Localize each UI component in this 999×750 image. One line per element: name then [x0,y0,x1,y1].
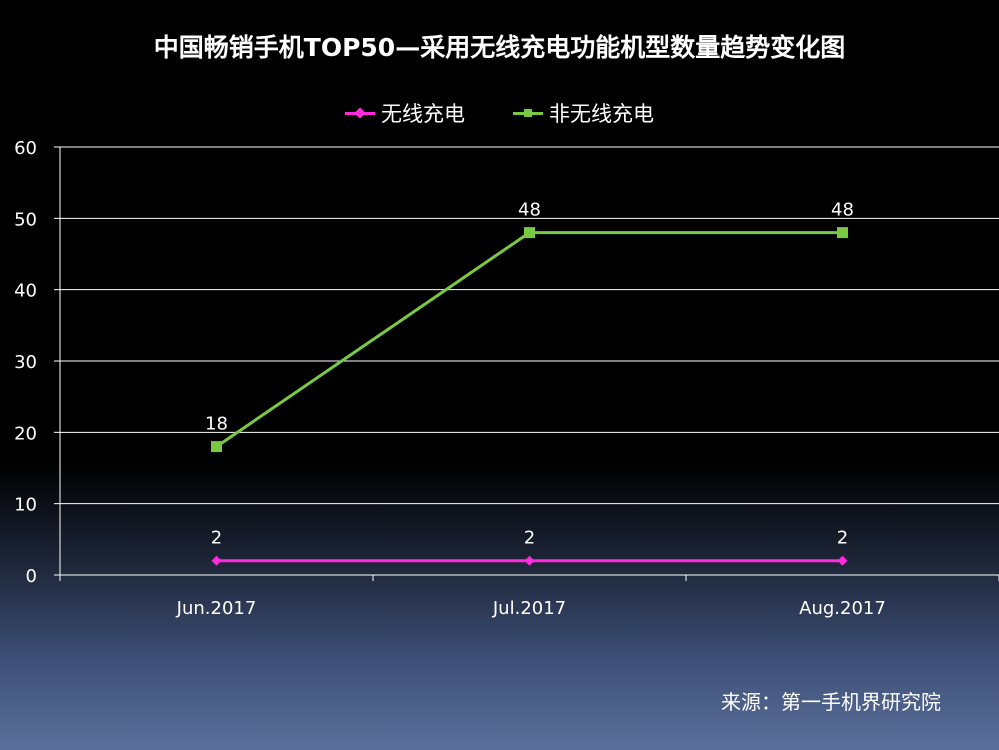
legend-label-non-wireless: 非无线充电 [549,102,654,126]
data-point-wireless [211,555,222,566]
data-label-wireless: 2 [211,528,222,549]
legend-swatch-wireless [345,106,375,120]
data-point-non-wireless [211,441,222,453]
data-point-non-wireless [524,227,535,239]
legend-item-non-wireless: 非无线充电 [513,98,654,128]
data-label-wireless: 2 [524,528,535,549]
data-point-wireless [524,555,535,566]
data-label-non-wireless: 48 [518,200,541,221]
data-label-non-wireless: 18 [205,414,228,435]
y-tick-label: 50 [14,209,37,230]
y-tick-label: 0 [26,566,37,587]
chart-title: 中国畅销手机TOP50—采用无线充电功能机型数量趋势变化图 [153,33,846,62]
data-point-wireless [837,555,848,566]
series-line-non-wireless [215,231,843,448]
y-tick-label: 60 [14,138,37,159]
x-tick-label: Jun.2017 [176,598,257,619]
legend: 无线充电 非无线充电 [0,98,999,128]
y-tick-label: 10 [14,495,37,516]
data-label-wireless: 2 [837,528,848,549]
data-label-non-wireless: 48 [831,200,854,221]
x-tick-label: Aug.2017 [799,598,886,619]
source-note: 来源：第一手机界研究院 [721,690,941,714]
legend-label-wireless: 无线充电 [381,102,465,126]
legend-item-wireless: 无线充电 [345,98,465,128]
y-tick-label: 30 [14,352,37,373]
x-tick-label: Jul.2017 [492,598,566,619]
data-point-non-wireless [837,227,848,239]
y-tick-label: 40 [14,281,37,302]
legend-swatch-non-wireless [513,106,543,120]
y-tick-label: 20 [14,423,37,444]
